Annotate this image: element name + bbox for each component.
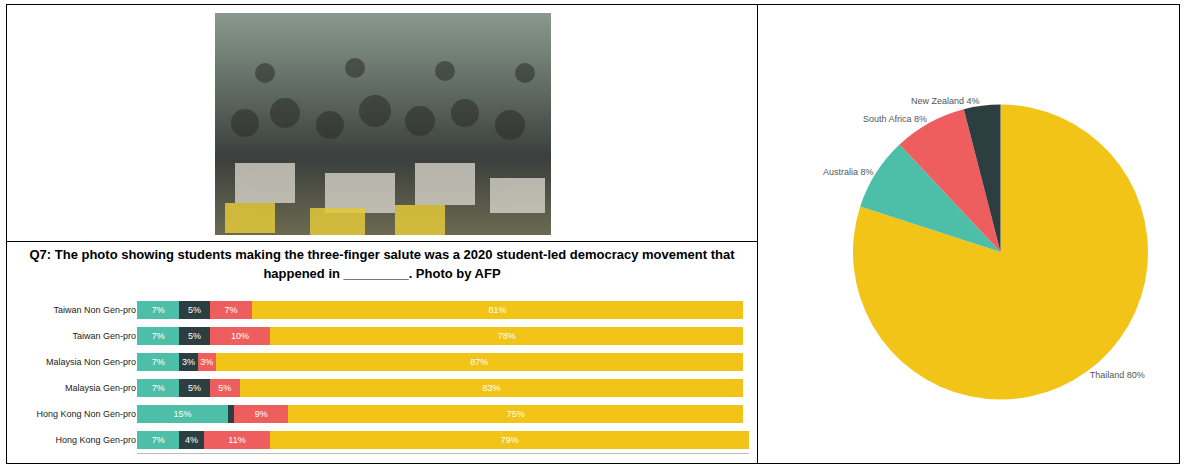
svg-text:5%: 5% [188, 331, 201, 341]
svg-text:15%: 15% [173, 409, 191, 419]
svg-text:9%: 9% [255, 409, 268, 419]
svg-text:75%: 75% [507, 409, 525, 419]
svg-text:Hong Kong Non Gen-pro: Hong Kong Non Gen-pro [36, 409, 136, 419]
svg-text:New Zealand 4%: New Zealand 4% [911, 96, 980, 106]
svg-text:South Africa 8%: South Africa 8% [863, 114, 927, 124]
svg-text:11%: 11% [228, 435, 245, 445]
svg-text:79%: 79% [501, 435, 519, 445]
svg-text:7%: 7% [152, 435, 165, 445]
svg-text:7%: 7% [152, 357, 165, 367]
svg-text:87%: 87% [470, 357, 488, 367]
svg-text:5%: 5% [188, 305, 201, 315]
svg-text:3%: 3% [182, 357, 195, 367]
svg-text:Australia 8%: Australia 8% [823, 167, 874, 177]
svg-text:81%: 81% [489, 305, 507, 315]
svg-text:78%: 78% [498, 331, 516, 341]
svg-text:Malaysia Non Gen-pro: Malaysia Non Gen-pro [46, 357, 136, 367]
svg-text:7%: 7% [152, 305, 165, 315]
svg-text:Thailand 80%: Thailand 80% [1090, 370, 1145, 380]
svg-text:Hong Kong Gen-pro: Hong Kong Gen-pro [55, 435, 136, 445]
svg-text:Taiwan Non Gen-pro: Taiwan Non Gen-pro [53, 305, 136, 315]
html-text:Q7: The photo showing students: Q7: The photo showing students making th… [29, 247, 735, 281]
svg-text:Taiwan Gen-pro: Taiwan Gen-pro [72, 331, 136, 341]
svg-text:83%: 83% [482, 383, 500, 393]
svg-text:7%: 7% [152, 331, 165, 341]
svg-text:4%: 4% [185, 435, 198, 445]
svg-text:7%: 7% [224, 305, 237, 315]
svg-text:3%: 3% [200, 357, 213, 367]
svg-text:Malaysia Gen-pro: Malaysia Gen-pro [65, 383, 136, 393]
svg-text:5%: 5% [188, 383, 201, 393]
svg-text:10%: 10% [231, 331, 249, 341]
svg-text:7%: 7% [152, 383, 165, 393]
svg-text:5%: 5% [218, 383, 231, 393]
